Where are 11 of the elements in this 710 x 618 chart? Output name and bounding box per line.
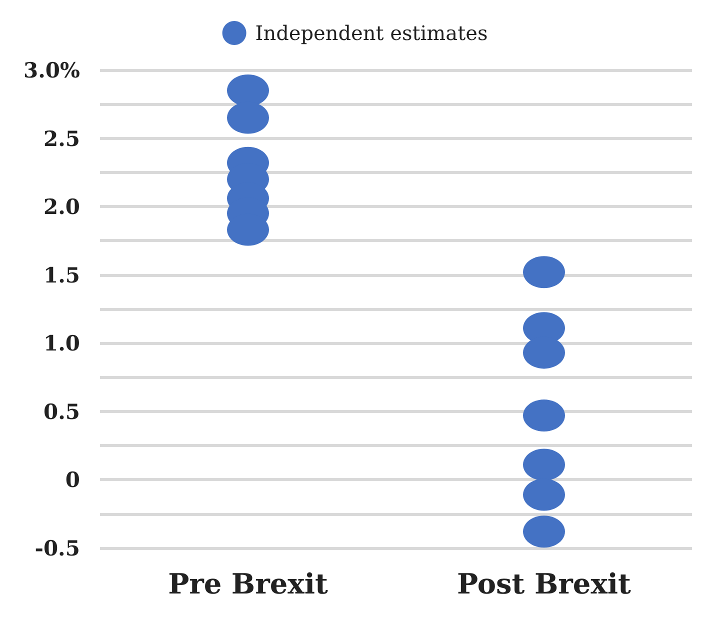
y-tick-label: -0.5 xyxy=(34,536,80,560)
y-tick-label: 0.5 xyxy=(43,398,80,424)
x-tick-label: Post Brexit xyxy=(457,568,632,600)
y-tick-label: 2.5 xyxy=(43,126,80,151)
legend-label: Independent estimates xyxy=(255,21,488,45)
y-tick-label: 2.0 xyxy=(43,194,80,220)
y-tick-label: 1.0 xyxy=(43,330,80,356)
x-tick-label: Pre Brexit xyxy=(168,568,328,600)
y-tick-label: 3.0% xyxy=(24,58,80,82)
y-tick-label: 1.5 xyxy=(43,262,80,288)
y-tick-label: 0 xyxy=(65,467,80,492)
